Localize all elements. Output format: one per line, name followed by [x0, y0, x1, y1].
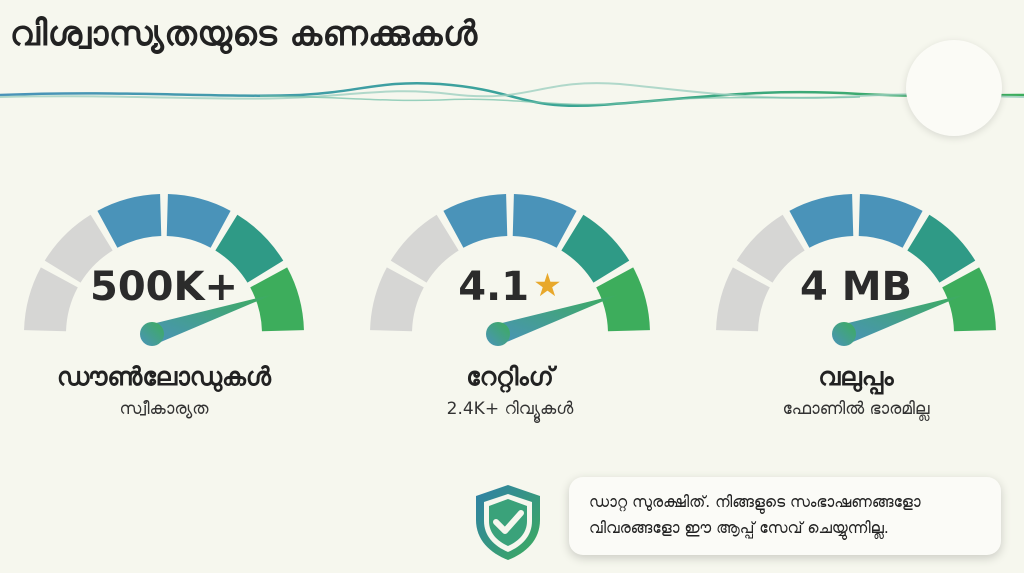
gauge-label: റേറ്റിംഗ്	[466, 362, 554, 391]
gauge-label: ഡൗൺലോഡുകൾ	[56, 362, 271, 391]
gauge-sublabel: 2.4K+ റിവ്യൂകൾ	[446, 399, 574, 419]
star-icon: ★	[533, 266, 562, 304]
decorative-circle	[906, 40, 1002, 136]
gauge-needle-icon	[152, 294, 274, 344]
gauge-downloads: 500K+ ഡൗൺലോഡുകൾ സ്വീകാര്യത	[14, 178, 334, 428]
gauge-needle-hub	[832, 322, 856, 346]
page-title: വിശ്വാസ്യതയുടെ കണക്കുകൾ	[10, 14, 478, 54]
gauge-segment	[789, 194, 854, 248]
gauge-segment	[942, 267, 996, 332]
gauge-size: 4 MB വലുപ്പം ഫോണിൽ ഭാരമില്ല	[706, 178, 1024, 428]
gauge-segment	[443, 194, 508, 248]
gauge-label: വലുപ്പം	[818, 362, 894, 391]
gauge-sublabel: സ്വീകാര്യത	[119, 399, 209, 419]
privacy-note-card: ഡാറ്റ സുരക്ഷിത്. നിങ്ങളുടെ സംഭാഷണങ്ങളോ വ…	[569, 477, 1001, 555]
gauge-segment	[370, 267, 424, 332]
gauge-rating: 4.1 ★ റേറ്റിംഗ് 2.4K+ റിവ്യൂകൾ	[360, 178, 680, 428]
gauge-segment	[596, 267, 650, 332]
gauge-segment	[24, 267, 78, 332]
gauge-dial	[370, 194, 650, 346]
gauge-sublabel: ഫോണിൽ ഭാരമില്ല	[782, 399, 930, 419]
privacy-note-text: ഡാറ്റ സുരക്ഷിത്. നിങ്ങളുടെ സംഭാഷണങ്ങളോ വ…	[589, 493, 921, 537]
gauge-segment	[512, 194, 577, 248]
gauge-dial	[716, 194, 996, 346]
decorative-wave	[0, 81, 1024, 107]
gauge-dial	[24, 194, 304, 346]
gauge-segment	[561, 214, 630, 283]
gauge-segment	[736, 214, 805, 283]
gauge-value: 4.1 ★	[458, 264, 562, 310]
gauge-segment	[215, 214, 284, 283]
gauge-value: 500K+	[89, 264, 238, 310]
shield-check-icon	[476, 485, 540, 560]
gauge-segment	[858, 194, 923, 248]
gauge-segment	[250, 267, 304, 332]
gauge-segment	[97, 194, 162, 248]
gauge-segment	[44, 214, 113, 283]
gauge-needle-hub	[486, 322, 510, 346]
gauge-needle-icon	[844, 294, 966, 344]
gauge-needle-hub	[140, 322, 164, 346]
gauge-value: 4 MB	[799, 264, 913, 310]
gauge-segment	[907, 214, 976, 283]
gauge-segment	[166, 194, 231, 248]
gauge-segment	[716, 267, 770, 332]
gauge-segment	[390, 214, 459, 283]
gauge-needle-icon	[498, 294, 620, 344]
